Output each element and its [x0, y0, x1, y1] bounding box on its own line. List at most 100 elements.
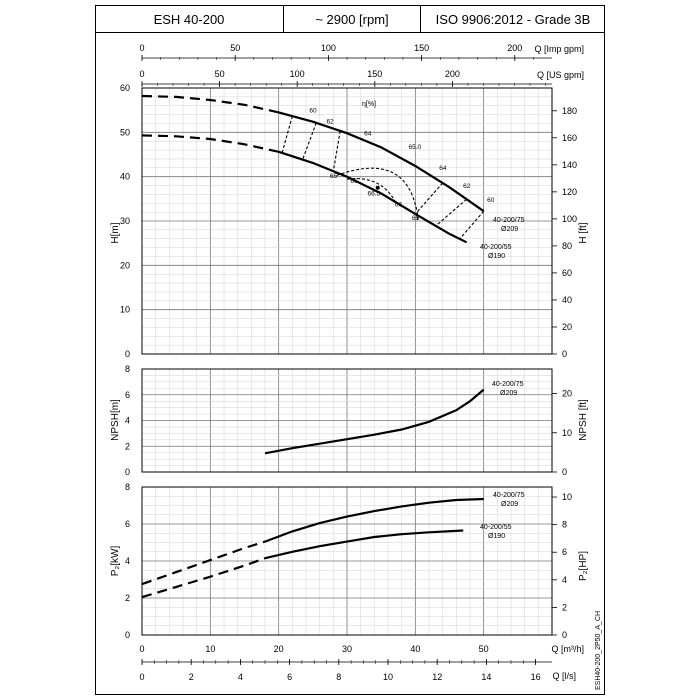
h-m-tick-label: 40: [120, 172, 130, 182]
p-kw-tick-label: 2: [125, 593, 130, 603]
efficiency-contour-line: [332, 130, 341, 172]
panel-border: [141, 87, 553, 355]
p-hp-tick-label: 4: [562, 575, 567, 585]
q-m3h-axis-label: Q [m³/h]: [551, 644, 584, 654]
imp-gpm-ticks: 0 50 100 150 200: [139, 43, 552, 61]
efficiency-value-label: 66: [350, 178, 358, 185]
efficiency-value-label: 65: [330, 173, 338, 180]
q-m3h-ticks: 0 10 20 30 40 50: [139, 644, 488, 654]
p-hp-tick-label: 2: [562, 602, 567, 612]
head-label-40-200-55-name: 40-200/55: [480, 244, 512, 251]
imp-gpm-tick-label: 200: [507, 43, 522, 53]
q-ls-ticks: 0 2 4 6 8 10 12 14 16: [139, 659, 552, 682]
efficiency-contour-line: [414, 182, 444, 215]
q-ls-tick-label: 14: [481, 672, 491, 682]
p-hp-tick-label: 6: [562, 547, 567, 557]
q-ls-tick-label: 16: [531, 672, 541, 682]
efficiency-contour-65: [336, 167, 419, 221]
p-kw-tick-label: 6: [125, 519, 130, 529]
q-m3h-tick-label: 40: [410, 644, 420, 654]
h-m-tick-label: 30: [120, 216, 130, 226]
efficiency-contour-line: [435, 198, 467, 227]
h-ft-axis-label: H [ft]: [578, 222, 589, 243]
header-speed: ~ 2900 [rpm]: [315, 11, 389, 27]
h-ft-tick-label: 120: [562, 187, 577, 197]
h-ft-tick-label: 0: [562, 349, 567, 359]
imp-gpm-tick-label: 0: [139, 43, 144, 53]
best-efficiency-point: [375, 185, 380, 190]
p-hp-ticks: 0 2 4 6 8 10: [552, 492, 572, 640]
p-kw-ticks: 0 2 4 6 8: [125, 482, 130, 640]
imp-gpm-tick-label: 50: [230, 43, 240, 53]
npsh-ft-tick-label: 20: [562, 389, 572, 399]
power-curve-40-200-55-dashed: [141, 557, 266, 599]
efficiency-value-label: 64: [439, 165, 447, 172]
us-gpm-ticks: 0 50 100 150 200: [139, 69, 552, 87]
p-hp-tick-label: 10: [562, 492, 572, 502]
header-standard: ISO 9906:2012 - Grade 3B: [435, 11, 591, 27]
side-code: ESH40-200_2P50_A_CH: [595, 611, 602, 690]
series-labels: 40-200/75 Ø209 40-200/55 Ø190 40-200/75 Ø209 4…: [480, 217, 525, 540]
us-gpm-tick-label: 100: [290, 69, 305, 79]
us-gpm-axis-label: Q [US gpm]: [537, 70, 584, 80]
h-m-tick-label: 10: [120, 305, 130, 315]
power-label-40-200-55-diameter: Ø190: [488, 533, 505, 540]
head-curve-40-200-55-solid: [278, 150, 468, 244]
power-label-40-200-75-diameter: Ø209: [501, 501, 518, 508]
p-kw-tick-label: 4: [125, 556, 130, 566]
header-sep-2: [420, 5, 421, 33]
h-ft-tick-label: 180: [562, 106, 577, 116]
h-ft-tick-label: 80: [562, 241, 572, 251]
header-divider: [95, 32, 605, 33]
power-curve-40-200-55-solid: [264, 529, 464, 560]
grid-layer: [141, 87, 553, 636]
q-ls-tick-label: 6: [287, 672, 292, 682]
efficiency-value-label: 65: [412, 215, 420, 222]
npsh-m-tick-label: 6: [125, 390, 130, 400]
imp-gpm-axis-label: Q [Imp gpm]: [534, 44, 584, 54]
power-label-40-200-75-name: 40-200/75: [493, 492, 525, 499]
h-ft-tick-label: 140: [562, 160, 577, 170]
npsh-ft-tick-label: 0: [562, 467, 567, 477]
panel-border: [141, 486, 553, 636]
q-ls-tick-label: 4: [238, 672, 243, 682]
efficiency-contours: 60 62 64 65.0 64 62 60 65 66 66.5 66 65: [281, 107, 495, 240]
efficiency-contour-line: [459, 210, 485, 240]
q-m3h-tick-label: 50: [479, 644, 489, 654]
q-m3h-tick-label: 30: [342, 644, 352, 654]
npsh-m-ticks: 0 2 4 6 8: [125, 364, 130, 477]
chart-frame: [95, 5, 605, 695]
efficiency-value-label: 66: [395, 201, 403, 208]
h-m-tick-label: 60: [120, 83, 130, 93]
efficiency-value-label: 65.0: [409, 144, 422, 151]
q-ls-tick-label: 8: [336, 672, 341, 682]
power-curve-40-200-75-dashed: [141, 540, 266, 586]
q-ls-tick-label: 2: [189, 672, 194, 682]
npsh-m-tick-label: 8: [125, 364, 130, 374]
npsh-label-40-200-75-diameter: Ø209: [500, 390, 517, 397]
imp-gpm-tick-label: 150: [414, 43, 429, 53]
efficiency-value-label: 62: [327, 118, 335, 125]
panel-border: [141, 368, 553, 473]
p-kw-axis-label: P₂[kW]: [110, 546, 121, 577]
power-curve-40-200-75-solid: [264, 497, 484, 543]
p-kw-tick-label: 0: [125, 630, 130, 640]
h-ft-tick-label: 40: [562, 295, 572, 305]
head-label-40-200-75-diameter: Ø209: [501, 226, 518, 233]
head-curve-40-200-55-dashed: [141, 134, 279, 153]
efficiency-value-label: 66.5: [368, 190, 381, 197]
h-ft-tick-label: 160: [562, 133, 577, 143]
us-gpm-tick-label: 50: [215, 69, 225, 79]
us-gpm-tick-label: 0: [139, 69, 144, 79]
q-m3h-tick-label: 0: [139, 644, 144, 654]
npsh-ft-ticks: 0 10 20: [552, 389, 572, 477]
imp-gpm-tick-label: 100: [321, 43, 336, 53]
q-m3h-tick-label: 20: [274, 644, 284, 654]
q-ls-tick-label: 0: [139, 672, 144, 682]
h-ft-tick-label: 100: [562, 214, 577, 224]
npsh-ft-tick-label: 10: [562, 428, 572, 438]
p-hp-tick-label: 0: [562, 630, 567, 640]
h-ft-tick-label: 60: [562, 268, 572, 278]
us-gpm-tick-label: 200: [445, 69, 460, 79]
